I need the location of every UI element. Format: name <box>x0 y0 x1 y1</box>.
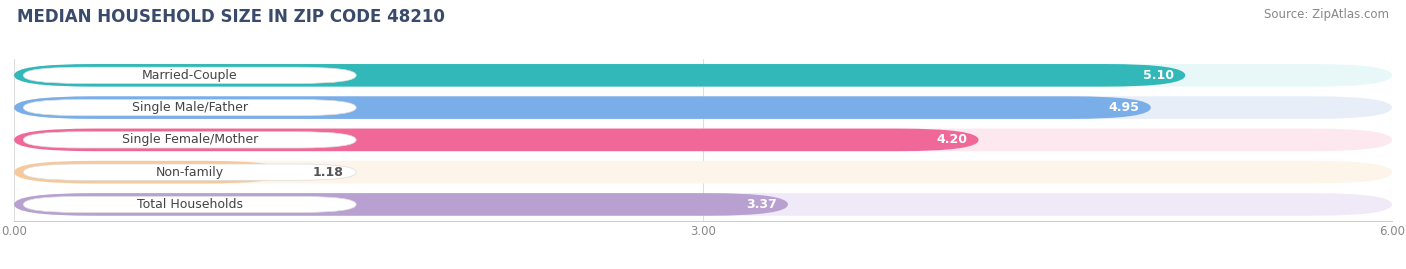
FancyBboxPatch shape <box>14 129 979 151</box>
Text: 3.37: 3.37 <box>745 198 776 211</box>
Text: 1.18: 1.18 <box>312 166 343 179</box>
Text: Non-family: Non-family <box>156 166 224 179</box>
FancyBboxPatch shape <box>24 196 356 213</box>
FancyBboxPatch shape <box>24 164 356 180</box>
Text: Single Male/Father: Single Male/Father <box>132 101 247 114</box>
FancyBboxPatch shape <box>14 96 1392 119</box>
FancyBboxPatch shape <box>14 64 1392 87</box>
FancyBboxPatch shape <box>24 67 356 83</box>
FancyBboxPatch shape <box>14 129 1392 151</box>
FancyBboxPatch shape <box>14 193 787 216</box>
Text: 4.20: 4.20 <box>936 133 967 146</box>
FancyBboxPatch shape <box>14 64 1185 87</box>
FancyBboxPatch shape <box>24 100 356 116</box>
Text: Married-Couple: Married-Couple <box>142 69 238 82</box>
Text: 5.10: 5.10 <box>1143 69 1174 82</box>
FancyBboxPatch shape <box>14 161 285 183</box>
FancyBboxPatch shape <box>14 161 1392 183</box>
Text: 4.95: 4.95 <box>1108 101 1139 114</box>
Text: Total Households: Total Households <box>136 198 243 211</box>
Text: Source: ZipAtlas.com: Source: ZipAtlas.com <box>1264 8 1389 21</box>
FancyBboxPatch shape <box>14 96 1150 119</box>
Text: Single Female/Mother: Single Female/Mother <box>121 133 257 146</box>
Text: MEDIAN HOUSEHOLD SIZE IN ZIP CODE 48210: MEDIAN HOUSEHOLD SIZE IN ZIP CODE 48210 <box>17 8 444 26</box>
FancyBboxPatch shape <box>24 132 356 148</box>
FancyBboxPatch shape <box>14 193 1392 216</box>
